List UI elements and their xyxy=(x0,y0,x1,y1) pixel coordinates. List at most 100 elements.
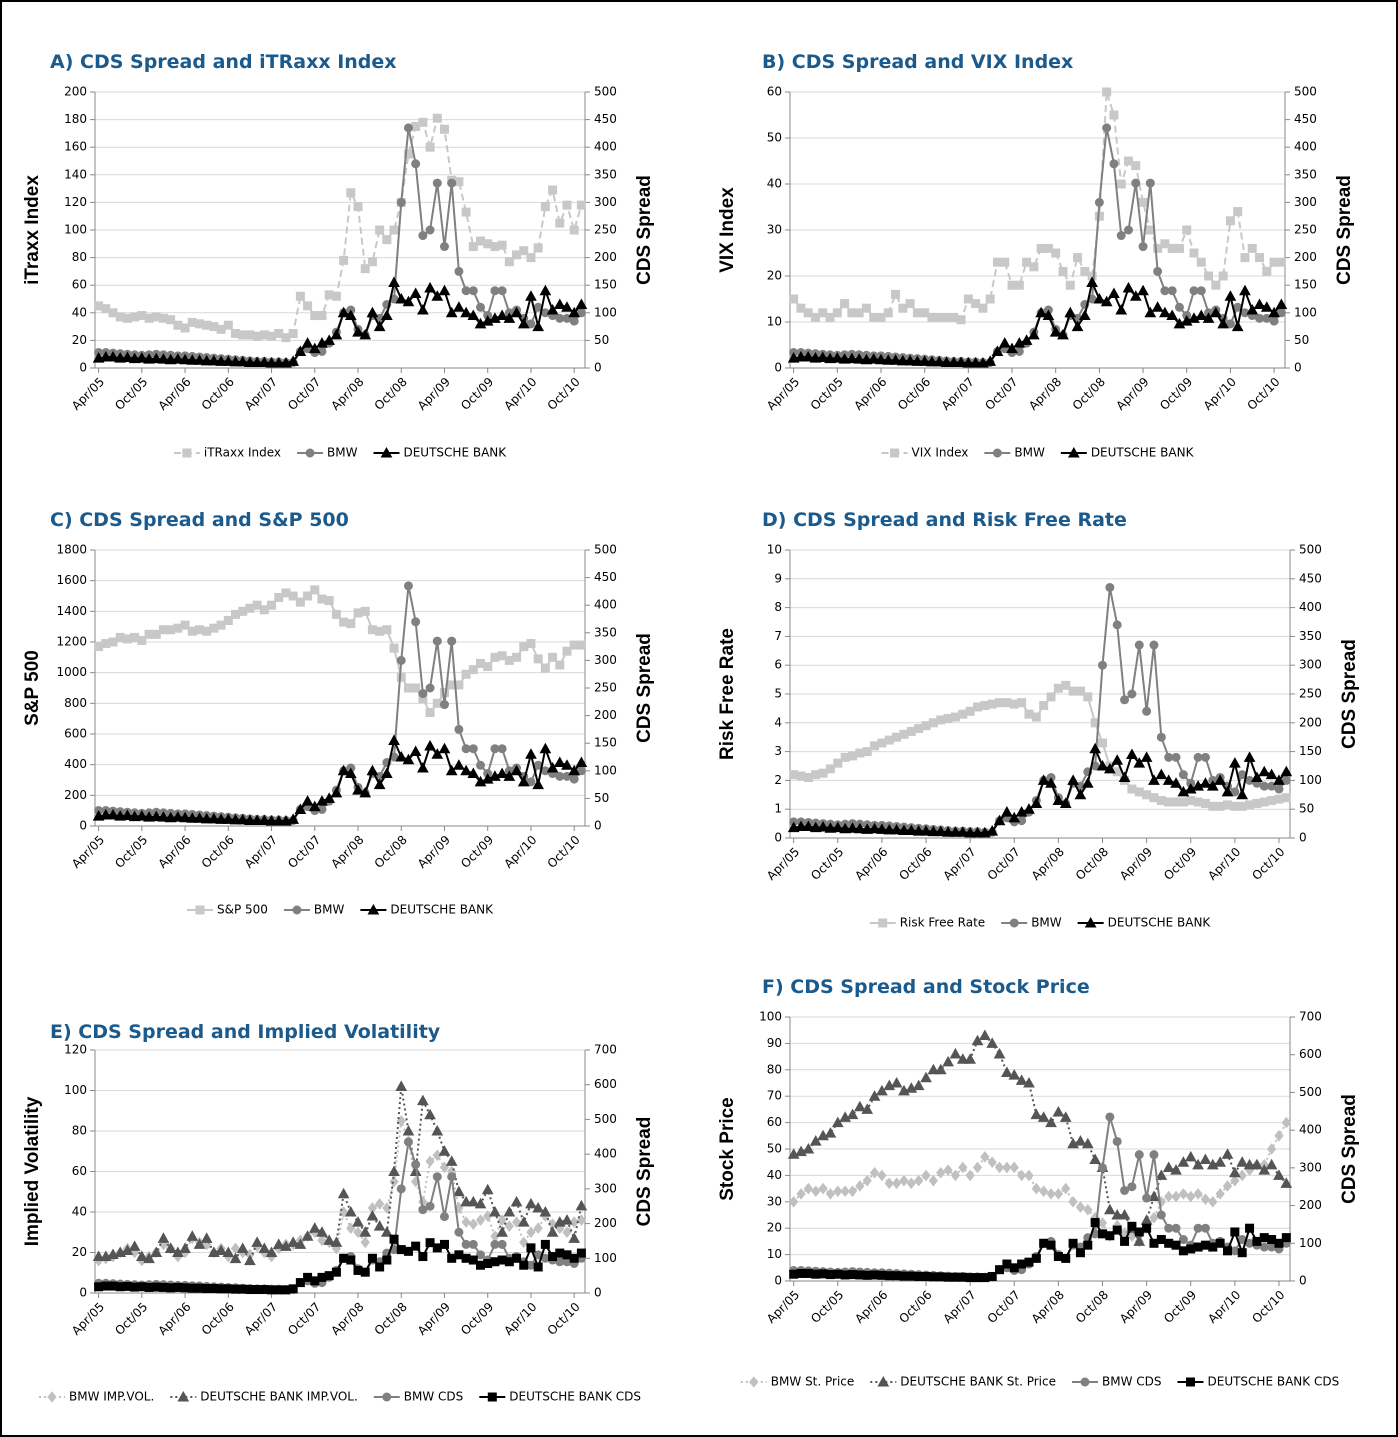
marker xyxy=(1074,1135,1087,1146)
marker xyxy=(1134,787,1144,797)
legend-label: BMW IMP.VOL. xyxy=(69,1390,154,1404)
marker xyxy=(911,355,924,366)
legend-label: S&P 500 xyxy=(217,903,268,917)
marker xyxy=(950,712,960,722)
marker xyxy=(114,352,127,363)
marker xyxy=(1267,1235,1277,1245)
y-tick-label: 400 xyxy=(64,757,87,771)
marker xyxy=(1120,1236,1130,1246)
marker xyxy=(831,1116,844,1128)
marker xyxy=(803,773,813,783)
x-tick-label: Oct/08 xyxy=(1070,375,1108,413)
y-tick-label: 180 xyxy=(64,112,87,126)
marker xyxy=(569,316,579,326)
marker xyxy=(540,1239,550,1249)
marker xyxy=(1142,1223,1152,1233)
marker xyxy=(861,303,871,313)
marker xyxy=(432,1172,442,1182)
marker xyxy=(519,1260,529,1270)
marker xyxy=(301,1230,314,1241)
marker xyxy=(862,1270,872,1280)
y2-tick-label: 250 xyxy=(594,681,617,695)
marker xyxy=(847,1185,858,1198)
marker xyxy=(403,149,413,159)
marker xyxy=(1156,732,1166,742)
marker xyxy=(431,748,444,759)
marker xyxy=(236,355,249,367)
marker xyxy=(569,225,579,235)
legend-marker xyxy=(487,1392,497,1402)
y-tick-label: 9 xyxy=(774,571,782,585)
marker xyxy=(882,354,895,365)
marker xyxy=(998,337,1011,348)
marker xyxy=(193,1238,206,1249)
marker xyxy=(1046,1240,1056,1250)
x-tick-label: Oct/07 xyxy=(982,375,1020,413)
y-tick-label: 40 xyxy=(767,1168,782,1182)
marker xyxy=(1171,797,1181,807)
marker xyxy=(526,1226,536,1239)
marker xyxy=(186,354,199,365)
legend-marker xyxy=(992,448,1002,458)
marker xyxy=(425,708,435,718)
y2-tick-label: 0 xyxy=(1294,361,1302,375)
y2-tick-label: 200 xyxy=(594,708,617,722)
marker xyxy=(1083,692,1093,702)
marker xyxy=(258,814,271,825)
marker xyxy=(453,301,465,312)
x-tick-label: Apr/07 xyxy=(941,845,979,883)
marker xyxy=(303,591,313,601)
y-tick-label: 6 xyxy=(774,658,782,672)
marker xyxy=(920,308,930,318)
marker xyxy=(943,713,953,723)
marker xyxy=(229,1252,242,1264)
x-tick-label: Oct/08 xyxy=(372,833,410,871)
marker xyxy=(1237,1169,1247,1182)
marker xyxy=(1171,1223,1181,1233)
x-tick-label: Oct/05 xyxy=(808,375,846,413)
marker xyxy=(438,742,451,754)
y2-tick-label: 300 xyxy=(594,653,617,667)
marker xyxy=(838,353,851,364)
marker xyxy=(432,698,442,708)
marker xyxy=(236,1242,249,1253)
marker xyxy=(958,1161,968,1174)
marker xyxy=(1281,1116,1291,1129)
marker xyxy=(855,748,865,758)
x-tick-label: Oct/07 xyxy=(285,375,323,413)
marker xyxy=(1164,1223,1174,1233)
y2-tick-label: 150 xyxy=(594,736,617,750)
marker xyxy=(1140,751,1153,762)
y2-tick-label: 0 xyxy=(1299,831,1307,845)
marker xyxy=(568,1232,581,1243)
marker xyxy=(833,758,843,768)
marker xyxy=(99,808,112,820)
y2-tick-label: 400 xyxy=(594,140,617,154)
marker xyxy=(1075,1201,1086,1213)
y-tick-label: 4 xyxy=(774,715,782,729)
marker xyxy=(1083,1240,1093,1250)
legend-label: Risk Free Rate xyxy=(900,916,985,930)
y-axis-label: iTraxx Index xyxy=(22,175,43,285)
marker xyxy=(817,821,829,832)
series xyxy=(92,734,588,826)
marker xyxy=(525,748,537,759)
x-tick-label: Apr/06 xyxy=(155,1300,193,1338)
marker xyxy=(964,826,976,838)
marker xyxy=(546,304,559,315)
marker xyxy=(1192,780,1204,791)
marker xyxy=(360,606,370,616)
marker xyxy=(331,609,341,619)
y-tick-label: 40 xyxy=(72,305,87,319)
y-tick-label: 10 xyxy=(767,315,782,329)
y2-tick-label: 300 xyxy=(1299,658,1322,672)
marker xyxy=(576,1214,587,1226)
marker xyxy=(1164,797,1174,807)
marker xyxy=(489,770,501,781)
series xyxy=(94,123,586,367)
marker xyxy=(418,689,428,699)
marker xyxy=(511,1216,522,1228)
marker xyxy=(555,218,565,228)
marker xyxy=(884,1271,894,1281)
marker xyxy=(1031,712,1041,722)
